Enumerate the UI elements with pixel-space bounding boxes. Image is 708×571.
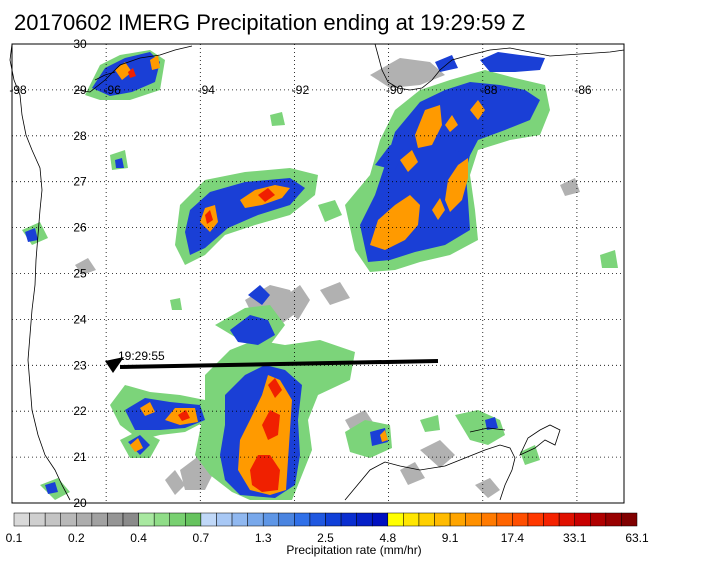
satellite-track: 19:29:55	[105, 349, 439, 373]
colorbar-swatch	[356, 512, 373, 527]
colorbar-swatch	[278, 512, 295, 527]
colorbar-swatch	[496, 512, 513, 527]
colorbar-swatch	[465, 512, 482, 527]
lat-tick-label: 23	[73, 358, 87, 372]
colorbar-swatch	[247, 512, 264, 527]
colorbar-tick-label: 0.2	[68, 531, 85, 545]
lat-tick-label: 29	[73, 83, 87, 97]
colorbar-tick-label: 63.1	[625, 531, 649, 545]
lon-tick-label: -98	[9, 83, 27, 97]
colorbar-swatch	[91, 512, 108, 527]
colorbar-swatch	[590, 512, 607, 527]
lat-tick-label: 30	[73, 37, 87, 51]
lat-tick-label: 26	[73, 221, 87, 235]
track-time-label: 19:29:55	[118, 349, 165, 363]
colorbar-swatch	[605, 512, 622, 527]
colorbar-swatch	[122, 512, 139, 527]
colorbar-swatch	[371, 512, 389, 527]
colorbar-swatch	[138, 512, 155, 527]
lat-tick-label: 21	[73, 450, 87, 464]
lon-tick-label: -94	[198, 83, 216, 97]
colorbar-swatch	[325, 512, 342, 527]
colorbar-swatch	[512, 512, 529, 527]
colorbar-tick-label: 4.8	[379, 531, 396, 545]
plot-title: 20170602 IMERG Precipitation ending at 1…	[14, 10, 526, 35]
colorbar-swatch	[403, 512, 420, 527]
colorbar-swatch	[153, 512, 171, 527]
lon-tick-label: -92	[292, 83, 310, 97]
lon-tick-label: -88	[480, 83, 498, 97]
lat-tick-label: 27	[73, 175, 87, 189]
longitude-labels: -98 -96 -94 -92 -90 -88 -86	[9, 83, 592, 97]
lon-tick-label: -86	[574, 83, 592, 97]
track-line	[119, 359, 439, 369]
colorbar-swatch	[76, 512, 93, 527]
lon-tick-label: -90	[386, 83, 404, 97]
lat-tick-label: 25	[73, 267, 87, 281]
lon-tick-label: -96	[103, 83, 121, 97]
colorbar-swatch	[29, 512, 46, 527]
map-frame	[11, 43, 625, 504]
coastline	[9, 43, 625, 501]
colorbar-tick-label: 1.3	[255, 531, 272, 545]
colorbar-swatch	[558, 512, 575, 527]
colorbar-swatch	[434, 512, 451, 527]
colorbar-tick-label: 2.5	[317, 531, 334, 545]
lat-tick-label: 22	[73, 404, 87, 418]
track-arrowhead	[105, 357, 124, 373]
colorbar-swatch	[418, 512, 435, 527]
colorbar-tick-label: 0.7	[193, 531, 210, 545]
colorbar-tick-label: 0.4	[130, 531, 147, 545]
precip-red-layer	[128, 68, 282, 492]
colorbar-swatch	[481, 512, 498, 527]
colorbar-swatch	[216, 512, 233, 527]
lat-tick-label: 28	[73, 129, 87, 143]
colorbar-swatch	[543, 512, 560, 527]
colorbar-swatch	[231, 512, 248, 527]
colorbar-swatch	[185, 512, 202, 527]
colorbar-swatch	[449, 512, 466, 527]
colorbar-swatch	[107, 512, 124, 527]
colorbar-swatch	[200, 512, 217, 527]
colorbar-tick-label: 0.1	[6, 531, 23, 545]
colorbar-swatch	[169, 512, 186, 527]
colorbar-tick-label: 33.1	[563, 531, 587, 545]
colorbar-tick-label: 9.1	[442, 531, 459, 545]
colorbar-swatch	[44, 512, 61, 527]
colorbar-swatch	[60, 512, 77, 527]
colorbar-tick-labels: 0.1 0.2 0.4 0.7 1.3 2.5 4.8 9.1 17.4 33.1 63.1	[6, 531, 649, 545]
colorbar-tick-label: 17.4	[501, 531, 525, 545]
colorbar-swatch	[13, 512, 30, 527]
colorbar-swatch	[340, 512, 357, 527]
lat-tick-label: 20	[73, 496, 87, 510]
colorbar-swatch	[309, 512, 326, 527]
lat-tick-label: 24	[73, 312, 87, 326]
colorbar-label: Precipitation rate (mm/hr)	[286, 543, 422, 557]
colorbar	[13, 512, 638, 527]
colorbar-swatch	[387, 512, 404, 527]
colorbar-swatch	[527, 512, 544, 527]
latitude-labels: 20 21 22 23 24 25 26 27 28 29 30	[73, 37, 87, 510]
grid-lines	[12, 44, 624, 503]
colorbar-swatch	[262, 512, 280, 527]
colorbar-swatch	[621, 512, 638, 527]
colorbar-swatch	[574, 512, 591, 527]
colorbar-swatch	[294, 512, 311, 527]
